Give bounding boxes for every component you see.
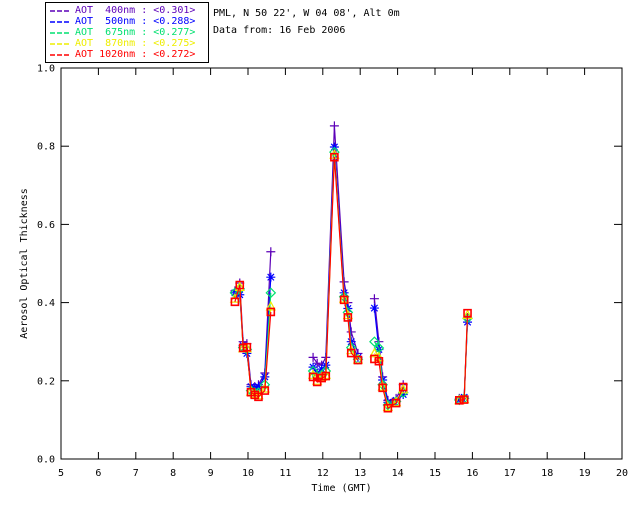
svg-text:0.8: 0.8 bbox=[37, 142, 55, 153]
svg-text:13: 13 bbox=[354, 468, 366, 479]
legend-line-sample-icon bbox=[50, 53, 71, 56]
svg-text:6: 6 bbox=[95, 468, 101, 479]
svg-text:19: 19 bbox=[579, 468, 591, 479]
svg-text:7: 7 bbox=[133, 468, 139, 479]
svg-text:11: 11 bbox=[279, 468, 291, 479]
svg-text:20: 20 bbox=[616, 468, 628, 479]
legend-line-sample-icon bbox=[50, 42, 71, 45]
legend-entry-label: AOT 1020nm : <0.272> bbox=[75, 49, 196, 60]
svg-text:18: 18 bbox=[541, 468, 553, 479]
svg-text:10: 10 bbox=[242, 468, 254, 479]
legend-entry-675nm: AOT 675nm : <0.277> bbox=[49, 27, 208, 38]
legend-entry-label: AOT 500nm : <0.288> bbox=[75, 16, 196, 27]
legend-entry-label: AOT 675nm : <0.277> bbox=[75, 27, 196, 38]
legend-entry-870nm: AOT 870nm : <0.275> bbox=[49, 38, 208, 49]
svg-text:Aerosol Optical Thickness: Aerosol Optical Thickness bbox=[19, 188, 30, 339]
data-date-text: Data from: 16 Feb 2006 bbox=[213, 25, 346, 36]
svg-text:8: 8 bbox=[170, 468, 176, 479]
svg-text:15: 15 bbox=[429, 468, 441, 479]
svg-text:16: 16 bbox=[466, 468, 478, 479]
svg-text:Time (GMT): Time (GMT) bbox=[311, 483, 371, 494]
legend-entry-500nm: AOT 500nm : <0.288> bbox=[49, 16, 208, 27]
legend-box: AOT 400nm : <0.301> AOT 500nm : <0.288> … bbox=[45, 2, 209, 63]
legend-entry-label: AOT 870nm : <0.275> bbox=[75, 38, 196, 49]
svg-text:14: 14 bbox=[392, 468, 404, 479]
legend-line-sample-icon bbox=[50, 20, 71, 23]
legend-entry-1020nm: AOT 1020nm : <0.272> bbox=[49, 49, 208, 60]
legend-line-sample-icon bbox=[50, 9, 71, 12]
station-location-text: PML, N 50 22', W 04 08', Alt 0m bbox=[213, 8, 400, 19]
legend-entry-400nm: AOT 400nm : <0.301> bbox=[49, 5, 208, 16]
svg-text:1.0: 1.0 bbox=[37, 64, 55, 75]
plot-header: PML, N 50 22', W 04 08', Alt 0m Data fro… bbox=[213, 5, 400, 39]
svg-text:12: 12 bbox=[317, 468, 329, 479]
legend-entry-label: AOT 400nm : <0.301> bbox=[75, 5, 196, 16]
svg-text:0.4: 0.4 bbox=[37, 298, 55, 309]
svg-text:0.6: 0.6 bbox=[37, 220, 55, 231]
svg-text:0.0: 0.0 bbox=[37, 455, 55, 466]
svg-text:17: 17 bbox=[504, 468, 516, 479]
svg-text:5: 5 bbox=[58, 468, 64, 479]
legend-line-sample-icon bbox=[50, 31, 71, 34]
svg-text:0.2: 0.2 bbox=[37, 376, 55, 387]
svg-text:9: 9 bbox=[208, 468, 214, 479]
